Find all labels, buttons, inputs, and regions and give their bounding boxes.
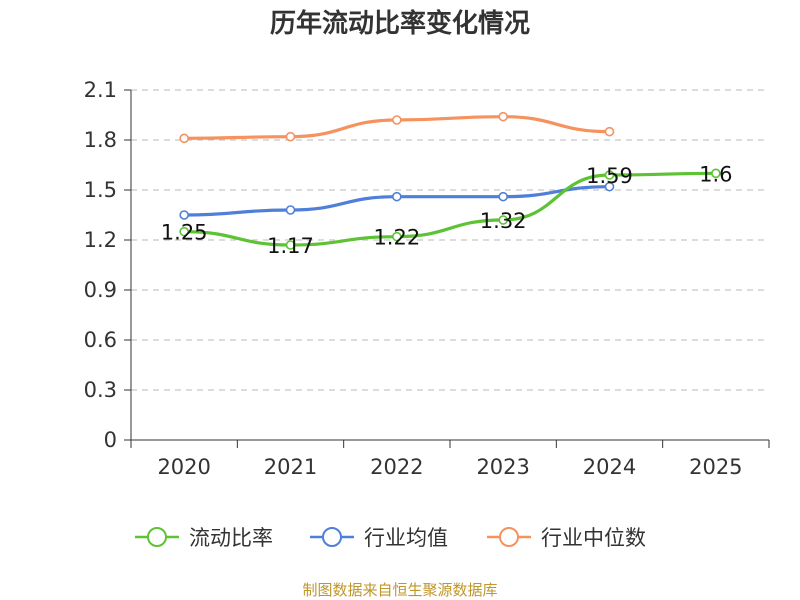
legend-marker-icon bbox=[147, 527, 167, 547]
data-labels: 1.25 1.17 1.22 1.32 1.59 1.6 bbox=[161, 162, 733, 258]
source-note: 制图数据来自恒生聚源数据库 bbox=[302, 581, 497, 599]
data-point bbox=[285, 205, 296, 215]
chart-title: 历年流动比率变化情况 bbox=[270, 8, 530, 39]
data-point bbox=[392, 231, 402, 242]
y-tick-label: 0 bbox=[104, 428, 117, 452]
x-tick-label: 2022 bbox=[370, 455, 423, 479]
data-point bbox=[498, 215, 508, 225]
legend-item[interactable]: 行业均值 bbox=[310, 526, 448, 550]
legend[interactable]: 流动比率 行业均值 行业中位数 bbox=[135, 526, 646, 550]
legend-item[interactable]: 流动比率 bbox=[135, 526, 273, 550]
legend-label: 流动比率 bbox=[189, 526, 273, 550]
data-point bbox=[604, 181, 615, 192]
x-tick-label: 2024 bbox=[583, 455, 636, 479]
data-point bbox=[179, 226, 189, 237]
data-point bbox=[392, 191, 402, 202]
y-tick-label: 0.6 bbox=[84, 328, 117, 352]
y-tick-label: 0.9 bbox=[84, 278, 117, 302]
data-point bbox=[392, 115, 402, 125]
data-point bbox=[285, 131, 296, 142]
grid bbox=[131, 89, 769, 391]
data-label: 1.25 bbox=[161, 221, 208, 245]
data-label: 1.22 bbox=[373, 226, 420, 250]
y-tick-label: 2.1 bbox=[84, 78, 117, 102]
data-point bbox=[604, 126, 615, 137]
series-line bbox=[184, 171, 716, 247]
data-point bbox=[179, 210, 189, 220]
data-point bbox=[498, 191, 508, 202]
legend-marker-icon bbox=[499, 527, 519, 547]
x-tick-label: 2021 bbox=[264, 455, 317, 479]
data-point bbox=[285, 240, 296, 250]
y-tick-label: 1.8 bbox=[84, 128, 117, 152]
legend-marker-icon bbox=[322, 527, 342, 547]
y-tick-label: 1.2 bbox=[84, 228, 117, 252]
data-label: 1.6 bbox=[699, 162, 732, 186]
y-tick-label: 1.5 bbox=[84, 178, 117, 202]
data-label: 1.32 bbox=[480, 209, 527, 233]
axes: 0 0.3 0.6 0.9 1.2 1.5 1.8 2.1 2020 2021 2022 2023 20… bbox=[84, 78, 770, 479]
data-point bbox=[179, 133, 189, 144]
data-point bbox=[604, 170, 615, 180]
data-label: 1.59 bbox=[586, 164, 633, 188]
legend-label: 行业中位数 bbox=[541, 526, 646, 550]
x-tick-label: 2025 bbox=[689, 455, 742, 479]
x-tick-label: 2023 bbox=[476, 455, 529, 479]
data-point bbox=[711, 168, 721, 179]
x-tick-label: 2020 bbox=[157, 455, 210, 479]
y-tick-label: 0.3 bbox=[84, 378, 117, 402]
legend-label: 行业均值 bbox=[364, 526, 448, 550]
series bbox=[179, 111, 721, 250]
legend-item[interactable]: 行业中位数 bbox=[487, 526, 646, 550]
data-point bbox=[498, 111, 508, 122]
data-label: 1.17 bbox=[267, 234, 314, 258]
